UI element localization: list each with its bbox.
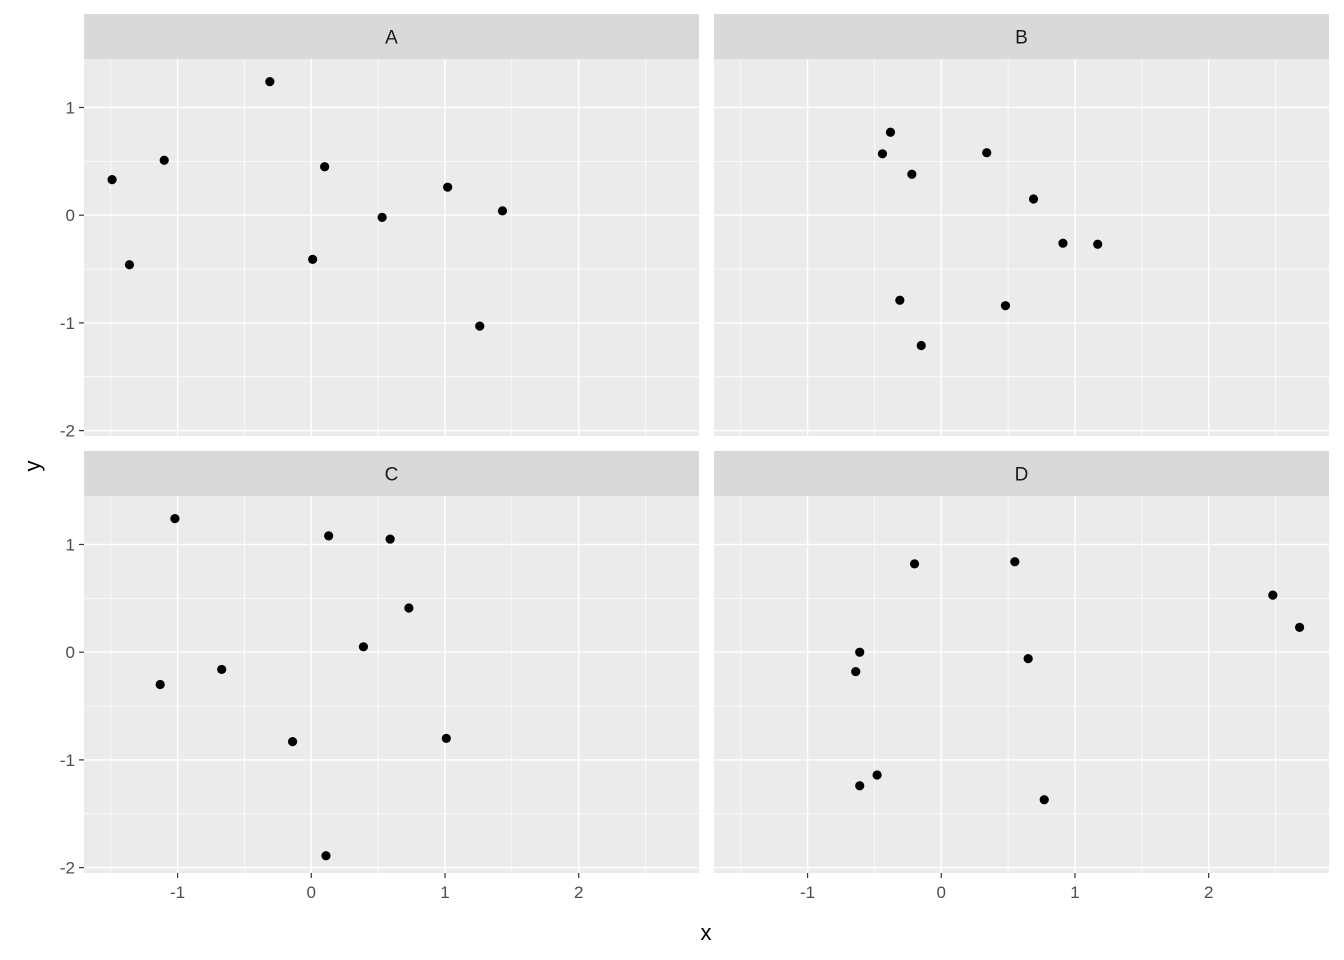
facet-panel-B: B: [714, 14, 1329, 436]
y-tick-label: 1: [66, 535, 75, 554]
data-point: [885, 127, 896, 137]
data-point: [155, 679, 165, 690]
data-point: [907, 169, 917, 179]
data-point: [217, 664, 227, 675]
x-tick-label: 1: [440, 883, 449, 902]
data-point: [475, 321, 485, 331]
data-point: [358, 642, 369, 652]
data-point: [1000, 301, 1011, 311]
data-point: [851, 666, 861, 677]
x-tick-label: 2: [1204, 883, 1213, 902]
facet-strip-label: B: [1015, 28, 1028, 49]
data-point: [159, 155, 169, 165]
data-point: [308, 254, 318, 264]
y-tick-label: -1: [60, 751, 75, 770]
facet-strip-label: C: [385, 465, 399, 486]
data-point: [497, 206, 508, 216]
y-tick-label: -2: [60, 859, 75, 878]
facet-strip-label: D: [1015, 465, 1029, 486]
data-point: [1294, 622, 1305, 633]
y-tick-label: 1: [66, 98, 75, 117]
data-point: [287, 736, 298, 747]
y-axis-title: y: [20, 461, 45, 472]
data-point: [377, 212, 387, 222]
data-point: [324, 531, 334, 541]
data-point: [1039, 795, 1049, 805]
data-point: [124, 260, 135, 270]
facet-strip: [84, 451, 699, 496]
data-point: [1023, 654, 1033, 664]
data-point: [265, 77, 275, 87]
y-tick-label: -1: [60, 314, 75, 333]
data-point: [895, 295, 905, 305]
y-tick-label: 0: [66, 206, 75, 225]
data-point: [321, 851, 331, 861]
x-tick-label: 0: [937, 883, 946, 902]
data-point: [385, 534, 395, 544]
facet-panel-A: A -2 -1 0 1: [60, 14, 699, 441]
facet-strip: [714, 14, 1329, 59]
data-point: [404, 603, 414, 613]
y-tick-label: 0: [66, 643, 75, 662]
panel-background: [84, 496, 699, 873]
facet-panel-D: D -1 0 1 2: [714, 451, 1329, 902]
x-tick-label: 1: [1070, 883, 1079, 902]
data-point: [982, 148, 992, 158]
data-point: [872, 770, 882, 780]
data-point: [170, 514, 180, 524]
data-point: [877, 149, 888, 159]
data-point: [855, 647, 865, 657]
facet-panel-C: C -2 -1 0 1 -1 0 1 2: [60, 451, 699, 902]
data-point: [441, 733, 451, 743]
x-tick-label: 0: [307, 883, 316, 902]
data-point: [1010, 557, 1020, 567]
x-tick-label: 2: [574, 883, 583, 902]
x-tick-label: -1: [170, 883, 185, 902]
data-point: [1058, 238, 1068, 248]
data-point: [107, 175, 117, 185]
data-point: [855, 781, 865, 791]
panel-background: [714, 496, 1329, 873]
data-point: [1028, 194, 1039, 204]
y-tick-label: -2: [60, 422, 75, 441]
facet-strip: [714, 451, 1329, 496]
panel-background: [714, 59, 1329, 436]
data-point: [909, 559, 920, 569]
data-point: [1093, 239, 1103, 249]
facet-strip-label: A: [385, 28, 398, 49]
x-tick-label: -1: [800, 883, 815, 902]
x-axis-title: x: [701, 920, 712, 945]
panel-background: [84, 59, 699, 436]
facet-strip: [84, 14, 699, 59]
data-point: [320, 162, 330, 172]
data-point: [443, 182, 453, 192]
data-point: [916, 340, 926, 351]
facet-panels: A -2 -1 0 1 B C -2 -1 0 1 -1 0 1 2 D -1 0 1 2: [60, 14, 1329, 902]
data-point: [1268, 590, 1278, 600]
